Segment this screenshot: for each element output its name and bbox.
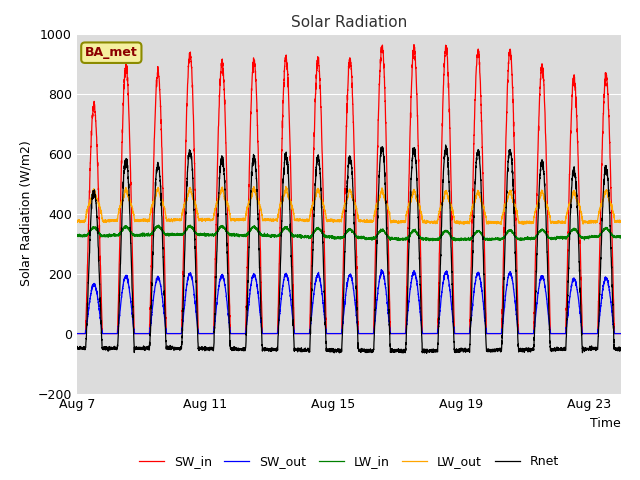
SW_in (617, 331, 625, 336)
Rnet (617, 346, 625, 351)
Title: Solar Radiation: Solar Radiation (291, 15, 407, 30)
SW_out (401, 331, 409, 336)
LW_in (73, 233, 81, 239)
SW_out (159, 306, 167, 312)
SW_in (461, 331, 469, 336)
Rnet (442, 142, 449, 148)
SW_out (122, 273, 130, 278)
Legend: SW_in, SW_out, LW_in, LW_out, Rnet: SW_in, SW_out, LW_in, LW_out, Rnet (134, 450, 564, 473)
Rnet (186, 149, 194, 155)
Rnet (423, 350, 431, 356)
LW_in (186, 223, 194, 229)
Rnet (407, 176, 415, 181)
Line: Rnet: Rnet (77, 145, 621, 353)
LW_in (451, 238, 459, 244)
Line: LW_out: LW_out (77, 186, 621, 224)
LW_out (282, 183, 290, 189)
SW_in (159, 214, 167, 220)
SW_out (378, 267, 385, 273)
LW_in (122, 223, 130, 229)
Line: LW_in: LW_in (77, 225, 621, 241)
LW_in (159, 228, 167, 234)
Rnet (122, 157, 130, 163)
SW_in (186, 49, 194, 55)
SW_out (617, 331, 625, 336)
Rnet (401, 350, 409, 356)
Rnet (73, 345, 81, 351)
LW_out (186, 184, 194, 190)
LW_in (186, 222, 194, 228)
SW_out (461, 331, 469, 336)
Line: SW_in: SW_in (77, 45, 621, 334)
SW_out (186, 271, 194, 276)
LW_out (497, 221, 505, 227)
LW_out (617, 218, 625, 224)
SW_in (407, 94, 415, 99)
LW_in (407, 229, 415, 235)
LW_out (122, 187, 130, 192)
Y-axis label: Solar Radiation (W/m2): Solar Radiation (W/m2) (19, 141, 32, 287)
LW_out (401, 219, 409, 225)
LW_in (617, 234, 625, 240)
Rnet (462, 348, 470, 354)
LW_in (401, 236, 409, 242)
SW_in (73, 331, 81, 336)
SW_in (410, 42, 418, 48)
LW_out (159, 204, 167, 209)
LW_out (461, 219, 469, 225)
SW_out (73, 331, 81, 336)
Line: SW_out: SW_out (77, 270, 621, 334)
LW_in (462, 237, 470, 242)
Text: BA_met: BA_met (85, 46, 138, 59)
Rnet (159, 264, 167, 270)
X-axis label: Time: Time (590, 417, 621, 430)
LW_out (407, 199, 415, 204)
SW_in (122, 63, 130, 69)
SW_in (401, 331, 409, 336)
LW_out (73, 218, 81, 224)
SW_out (407, 280, 415, 286)
